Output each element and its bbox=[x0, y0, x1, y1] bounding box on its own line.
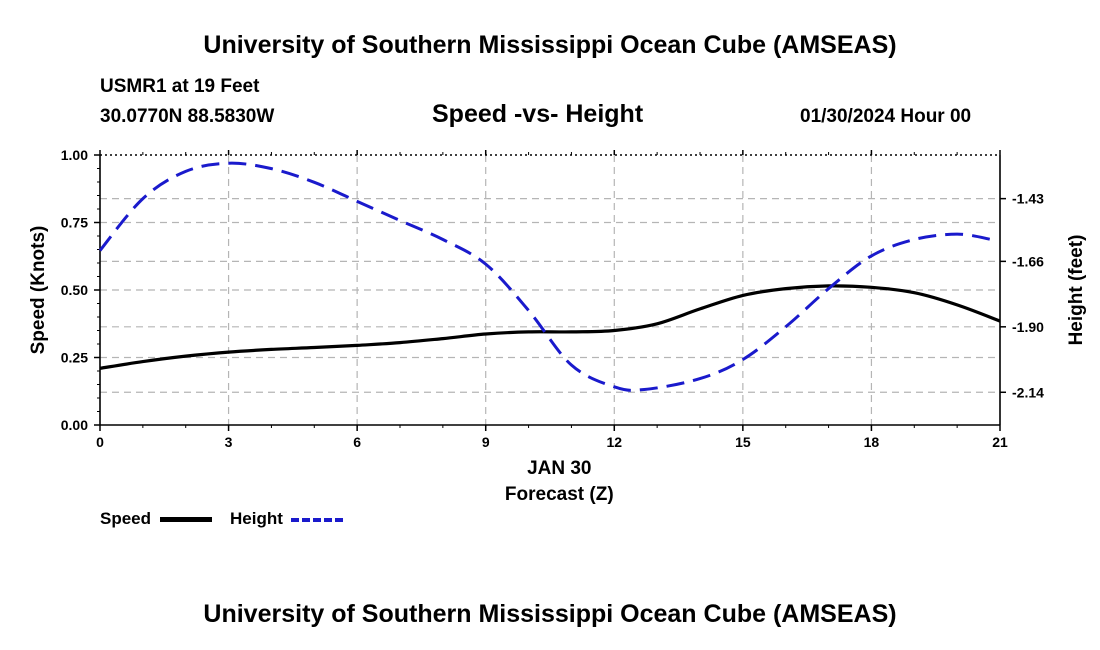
legend-speed-swatch bbox=[160, 517, 212, 522]
x-tick-label: 3 bbox=[225, 434, 233, 450]
legend-height-label: Height bbox=[230, 509, 283, 528]
x-tick-label: 0 bbox=[96, 434, 104, 450]
y-tick-label: 0.50 bbox=[61, 282, 88, 298]
x-tick-label: 9 bbox=[482, 434, 490, 450]
series-line-height bbox=[98, 161, 992, 392]
y2-axis-title: Height (feet) bbox=[1066, 235, 1087, 346]
x-axis-date-label: JAN 30 bbox=[527, 458, 591, 479]
y-tick-label: 0.25 bbox=[61, 350, 88, 366]
y-axis-title: Speed (Knots) bbox=[28, 226, 49, 355]
station-label: USMR1 at 19 Feet bbox=[100, 76, 260, 97]
y2-tick-label: -1.66 bbox=[1012, 253, 1044, 269]
chart-subtitle: Speed -vs- Height bbox=[432, 100, 644, 128]
forecast-datetime: 01/30/2024 Hour 00 bbox=[800, 106, 972, 127]
y-tick-label: 0.75 bbox=[61, 215, 88, 231]
y-tick-label: 1.00 bbox=[61, 147, 88, 163]
series-line-speed bbox=[99, 284, 1001, 370]
legend-height-swatch bbox=[291, 518, 343, 522]
y-tick-label: 0.00 bbox=[61, 417, 88, 433]
x-tick-label: 15 bbox=[735, 434, 751, 450]
x-tick-label: 18 bbox=[864, 434, 880, 450]
chart-title-top: University of Southern Mississippi Ocean… bbox=[203, 31, 897, 59]
station-coordinates: 30.0770N 88.5830W bbox=[100, 106, 275, 127]
legend-speed-label: Speed bbox=[100, 509, 152, 528]
x-tick-label: 12 bbox=[606, 434, 622, 450]
y2-tick-label: -1.90 bbox=[1012, 319, 1044, 335]
x-axis-title: Forecast (Z) bbox=[505, 484, 614, 505]
x-tick-label: 6 bbox=[353, 434, 361, 450]
y2-tick-label: -2.14 bbox=[1012, 384, 1044, 400]
y2-tick-label: -1.43 bbox=[1012, 191, 1044, 207]
x-tick-label: 21 bbox=[992, 434, 1008, 450]
chart-title-bottom: University of Southern Mississippi Ocean… bbox=[203, 600, 897, 628]
